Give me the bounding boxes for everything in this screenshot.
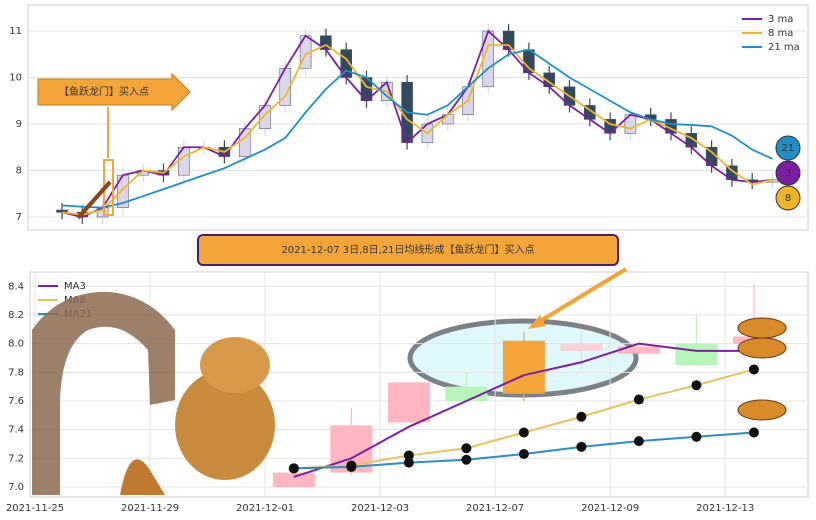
candle-body [272,472,315,487]
arrow [530,267,628,328]
badge [775,185,801,211]
ma-marker [748,427,759,438]
bottom-plot: 7.0 7.2 7.4 7.6 7.8 8.0 8.2 8.4 2021-11-25 2021-1… [6,272,808,514]
candle-body [502,340,545,394]
y-tick-label: 10 [9,73,22,84]
legend-label: 3 ma [768,14,793,25]
y-tick-label: 7.6 [8,396,24,407]
ma-marker [748,364,759,375]
badge [775,135,801,161]
badge-label: 3 [785,168,791,179]
ma-marker [518,449,529,460]
ma-marker [691,380,702,391]
y-tick-label: 11 [9,26,22,37]
ma-line [61,48,773,209]
annotation-box [37,72,191,112]
ma-marker [576,411,587,422]
candle-body [560,343,603,351]
ma-marker [346,461,357,472]
badge-label: 21 [782,143,795,154]
ma-marker [403,457,414,468]
y-tick-label: 7.4 [8,425,24,436]
legend-label: MA3 [64,281,86,292]
legend-label: 21 ma [768,42,800,53]
ma-marker [288,463,299,474]
dog-tail [120,459,165,495]
annotation: 【鱼跃龙门】买入点 [59,85,149,98]
arrow-head [528,315,546,329]
ma-marker [633,436,644,447]
ma-marker [633,394,644,405]
y-tick-label: 8.0 [8,339,24,350]
chart-title: 2021-12-07 3日,8日,21日均线形成【鱼跃龙门】买入点 [281,243,534,256]
x-tick-label: 2021-12-13 [696,503,754,514]
arrow [76,180,112,220]
x-tick-label: 2021-12-01 [236,503,294,514]
y-tick-label: 8.4 [8,281,24,292]
candle-body [387,382,430,423]
candle-body [445,386,488,401]
candle-body [675,343,718,366]
y-tick-label: 7 [16,212,22,223]
arch [32,291,175,495]
ma-marker [461,443,472,454]
ma-marker [691,431,702,442]
dog-body [175,370,275,480]
banner [197,234,619,266]
bottom-chart: 7.0 7.2 7.4 7.6 7.8 8.0 8.2 8.4 2021-11-25 2021-1… [6,267,808,514]
y-tick-label: 7.0 [8,482,24,493]
x-tick-label: 2021-12-09 [581,503,639,514]
ma-marker [461,454,472,465]
x-tick-label: 2021-12-03 [351,503,409,514]
top-frame [27,4,809,231]
fish [737,317,787,421]
x-tick-label: 2021-11-25 [6,503,64,514]
y-tick-label: 7.8 [8,367,24,378]
top-chart: 7 8 9 10 11 3 ma 8 ma 21 ma 21 3 8 【鱼跃龙门】买入点 [9,14,808,224]
y-tick-label: 7.2 [8,453,24,464]
y-tick-label: 9 [16,119,22,130]
ma-marker [518,427,529,438]
candle-body [617,346,660,354]
badge [775,160,801,186]
badge-label: 8 [785,193,791,204]
x-tick-label: 2021-11-29 [121,503,179,514]
dog-head [200,337,270,393]
ma-line [293,342,754,478]
legend-label: 8 ma [768,28,793,39]
y-tick-label: 8.2 [8,310,24,321]
x-tick-label: 2021-12-07 [466,503,524,514]
ma-marker [576,441,587,452]
y-tick-label: 8 [16,165,22,176]
ma-marker [403,450,414,461]
